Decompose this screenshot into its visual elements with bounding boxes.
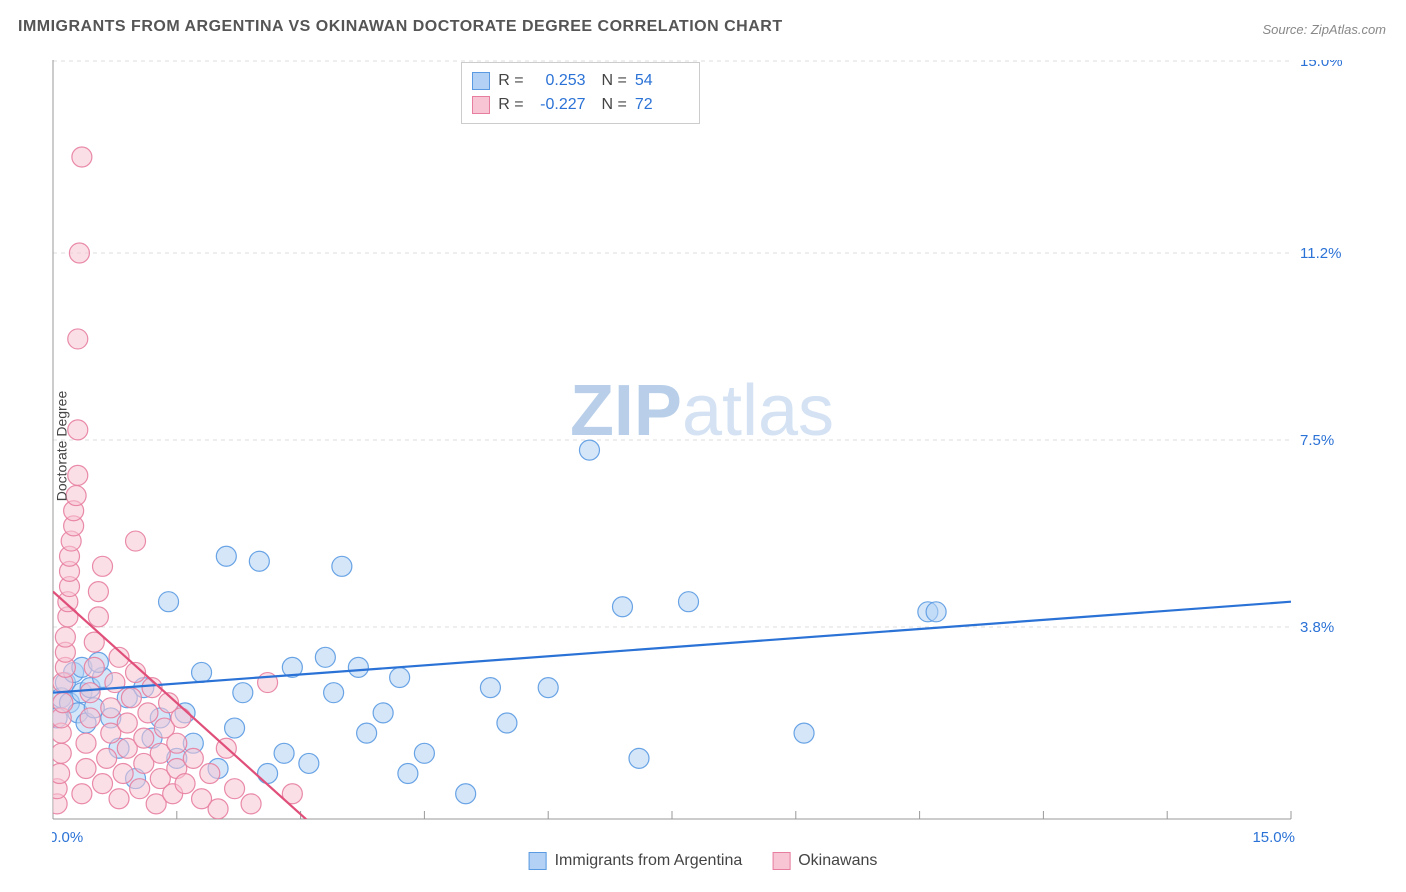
data-point [249, 551, 269, 571]
data-point [134, 728, 154, 748]
data-point [113, 764, 133, 784]
scatter-chart-svg: 3.8% 7.5% 11.2% 15.0% 0.0% 15.0% [52, 60, 1362, 850]
data-point [72, 784, 92, 804]
data-point [97, 748, 117, 768]
source-attribution: Source: ZipAtlas.com [1262, 22, 1386, 37]
series-swatch [472, 72, 490, 90]
data-point [192, 662, 212, 682]
data-point [225, 718, 245, 738]
r-label: R = [498, 69, 523, 93]
data-point [76, 758, 96, 778]
data-point [183, 748, 203, 768]
data-point [130, 779, 150, 799]
data-point [926, 602, 946, 622]
data-point [348, 657, 368, 677]
data-point [171, 708, 191, 728]
r-value: 0.253 [532, 69, 586, 93]
bottom-legend: Immigrants from Argentina Okinawans [529, 852, 878, 870]
chart-title: IMMIGRANTS FROM ARGENTINA VS OKINAWAN DO… [18, 18, 783, 36]
data-point [324, 683, 344, 703]
n-value: 72 [635, 93, 689, 117]
y-tick-label: 3.8% [1300, 619, 1334, 636]
data-point [233, 683, 253, 703]
data-point [216, 546, 236, 566]
data-point [175, 774, 195, 794]
data-point [332, 556, 352, 576]
legend-swatch [772, 852, 790, 870]
legend-item: Okinawans [772, 852, 877, 870]
data-point [612, 597, 632, 617]
data-point [68, 465, 88, 485]
n-label: N = [602, 69, 627, 93]
y-tick-label: 7.5% [1300, 432, 1334, 449]
data-point [579, 440, 599, 460]
legend-item: Immigrants from Argentina [529, 852, 743, 870]
x-origin-label: 0.0% [52, 829, 83, 846]
data-point [55, 627, 75, 647]
y-axis-label: Doctorate Degree [53, 391, 69, 502]
data-point [121, 688, 141, 708]
data-point [274, 743, 294, 763]
data-point [159, 592, 179, 612]
data-point [84, 657, 104, 677]
data-point [76, 733, 96, 753]
x-end-label: 15.0% [1252, 829, 1295, 846]
data-point [679, 592, 699, 612]
data-point [80, 708, 100, 728]
data-point [456, 784, 476, 804]
data-point [357, 723, 377, 743]
data-point [69, 243, 89, 263]
data-point [315, 647, 335, 667]
data-point [88, 582, 108, 602]
r-value: -0.227 [532, 93, 586, 117]
data-point [497, 713, 517, 733]
correlation-row: R = -0.227 N = 72 [472, 93, 689, 117]
series-swatch [472, 96, 490, 114]
data-point [414, 743, 434, 763]
legend-label: Immigrants from Argentina [555, 852, 743, 870]
data-point [138, 703, 158, 723]
data-point [208, 799, 228, 819]
data-point [258, 764, 278, 784]
legend-label: Okinawans [798, 852, 877, 870]
n-label: N = [602, 93, 627, 117]
data-point [794, 723, 814, 743]
data-point [225, 779, 245, 799]
data-point [373, 703, 393, 723]
data-point [88, 607, 108, 627]
data-point [390, 668, 410, 688]
data-point [80, 683, 100, 703]
n-value: 54 [635, 69, 689, 93]
data-point [117, 713, 137, 733]
r-label: R = [498, 93, 523, 117]
data-point [167, 733, 187, 753]
data-point [53, 693, 73, 713]
data-point [109, 789, 129, 809]
data-point [629, 748, 649, 768]
y-tick-label: 15.0% [1300, 60, 1343, 70]
data-point [398, 764, 418, 784]
data-point [538, 678, 558, 698]
data-point [52, 764, 70, 784]
trend-line [53, 602, 1291, 693]
chart-area: 3.8%7.5%11.2%15.0%0.0%15.0% ZIPatlas R =… [52, 60, 1352, 840]
data-point [126, 531, 146, 551]
legend-swatch [529, 852, 547, 870]
data-point [68, 420, 88, 440]
data-point [480, 678, 500, 698]
data-point [299, 753, 319, 773]
data-point [93, 774, 113, 794]
correlation-box: R = 0.253 N = 54 R = -0.227 N = 72 [461, 62, 700, 124]
data-point [200, 764, 220, 784]
data-point [101, 698, 121, 718]
data-point [68, 329, 88, 349]
data-point [72, 147, 92, 167]
correlation-row: R = 0.253 N = 54 [472, 69, 689, 93]
y-tick-label: 11.2% [1300, 245, 1341, 262]
data-point [52, 743, 71, 763]
data-point [93, 556, 113, 576]
data-point [241, 794, 261, 814]
